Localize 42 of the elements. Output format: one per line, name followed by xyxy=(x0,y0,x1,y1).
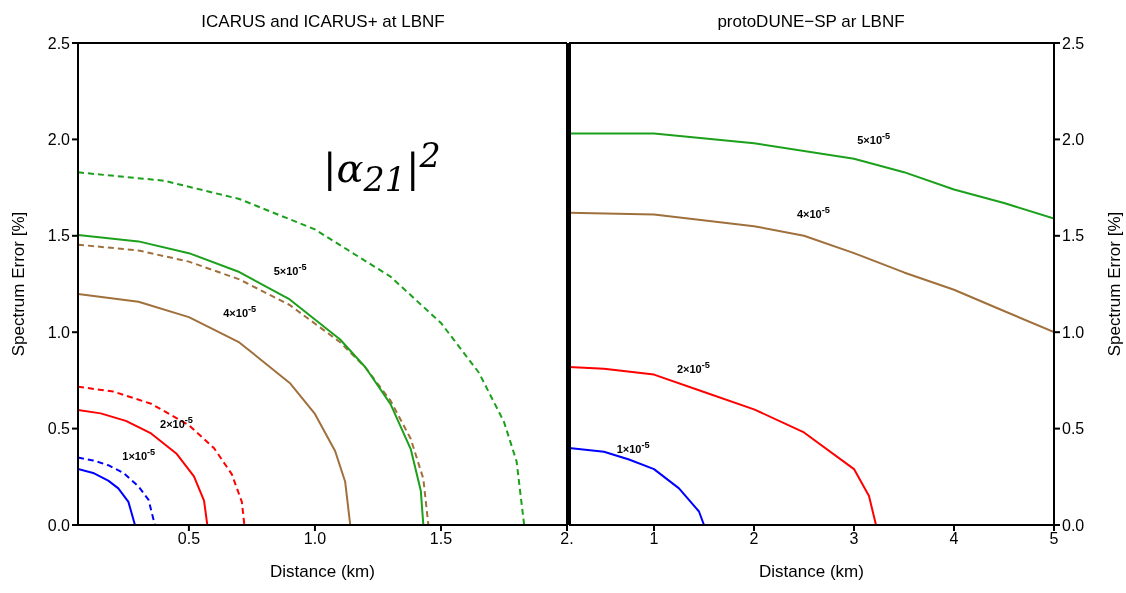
annotation: 2×10$^{-5}$ xyxy=(676,360,710,376)
line-series xyxy=(569,211,1054,334)
y2-tick-label: 0.0 xyxy=(1062,516,1085,534)
annotation: 4×10$^{-5}$ xyxy=(223,304,257,321)
y2-tick-label: 1.0 xyxy=(1062,323,1085,341)
x-tick-label: 5 xyxy=(1049,530,1059,548)
x-tick-label: 4 xyxy=(949,530,959,548)
x-axis-title: Distance (km) xyxy=(759,562,864,581)
y-tick-label: 2.5 xyxy=(47,34,71,52)
chart-title: ICARUS and ICARUS+ at LBNF xyxy=(200,12,446,32)
annotation: 4×10$^{-5}$ xyxy=(796,205,830,222)
y2-tick-label: 2.0 xyxy=(1062,131,1085,149)
annotation: 1×10$^{-5}$ xyxy=(616,439,650,456)
x-tick-label: 3 xyxy=(849,530,859,548)
line-series xyxy=(78,293,352,525)
x-axis-title: Distance (km) xyxy=(270,562,375,581)
y-tick-label: 2.0 xyxy=(47,131,71,149)
x-tick-label: 0.5 xyxy=(177,530,201,548)
line-series xyxy=(78,385,246,525)
annotation: 1×10$^{-5}$ xyxy=(122,447,156,464)
y-tick-label: 1.5 xyxy=(47,227,71,245)
x-tick-label: 2 xyxy=(749,530,759,548)
y2-tick-label: 1.5 xyxy=(1062,227,1085,245)
x-tick-label: 2. xyxy=(560,530,574,548)
y-tick-label: 1.0 xyxy=(47,323,71,341)
y-axis-title: Spectrum Error [%] xyxy=(9,211,29,357)
x-tick-label: 1 xyxy=(649,530,659,548)
x-tick-label: 1.5 xyxy=(429,530,453,548)
annotation: 5×10$^{-5}$ xyxy=(273,262,307,278)
line-series xyxy=(569,132,1054,220)
y-tick-label: 0.5 xyxy=(47,420,71,438)
annotation: 5×10$^{-5}$ xyxy=(857,130,891,147)
line-series xyxy=(78,468,136,525)
annotation: 2×10$^{-5}$ xyxy=(160,414,193,431)
y2-tick-label: 0.5 xyxy=(1062,420,1085,438)
y2-axis-title: Spectrum Error [%] xyxy=(1105,211,1125,357)
line-series xyxy=(78,408,209,525)
annotation: |α$_{21}$|$^{2}$ xyxy=(322,135,441,200)
chart-title: protoDUNE−SP ar LBNF xyxy=(716,12,906,32)
y2-tick-label: 2.5 xyxy=(1062,34,1085,52)
y-tick-label: 0.0 xyxy=(47,516,71,534)
x-tick-label: 1.0 xyxy=(303,530,327,548)
